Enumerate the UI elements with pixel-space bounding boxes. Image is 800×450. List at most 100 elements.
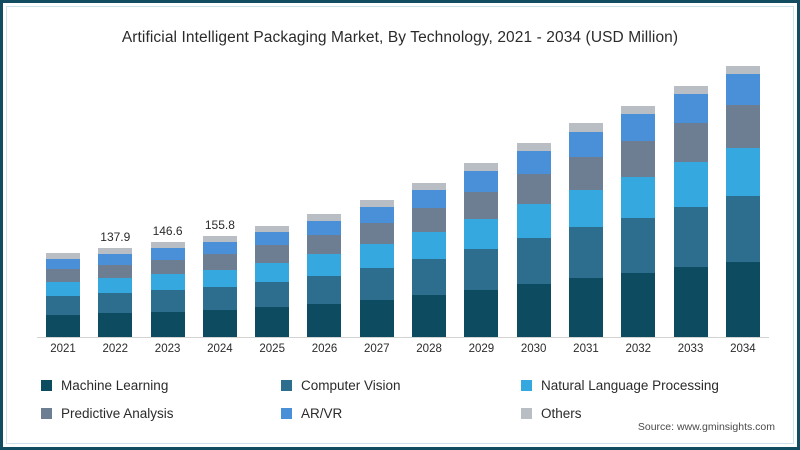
legend-item-machine-learning[interactable]: Machine Learning [41, 371, 281, 399]
bar-segment [621, 113, 656, 141]
bar-segment [516, 203, 551, 238]
stacked-bar[interactable] [255, 225, 290, 337]
stacked-bar[interactable] [673, 85, 708, 337]
bar-segment [98, 264, 133, 279]
bar-group-2028[interactable] [403, 65, 455, 337]
x-tick-2027: 2027 [363, 343, 390, 355]
bar-segment [255, 232, 290, 246]
bar-segment [202, 310, 237, 337]
bar-segment [202, 287, 237, 311]
bar-segment [673, 267, 708, 337]
bar-segment [150, 290, 185, 312]
bar-segment [568, 156, 603, 190]
legend-item-ar-vr[interactable]: AR/VR [281, 399, 521, 427]
bar-segment [464, 289, 499, 337]
legend-item-others[interactable]: Others [521, 399, 761, 427]
bar-segment [255, 225, 290, 233]
bar-segment [307, 214, 342, 221]
bar-segment [412, 182, 447, 191]
stacked-bar[interactable] [46, 253, 80, 337]
stacked-bar[interactable] [359, 199, 394, 337]
bar-segment [98, 278, 133, 294]
stacked-bar[interactable] [202, 236, 237, 337]
legend-swatch-icon [41, 407, 52, 419]
bar-segment [673, 122, 708, 163]
bar-group-2033[interactable] [665, 65, 717, 337]
bar-segment [359, 199, 394, 207]
bar-segment [516, 283, 551, 337]
source-note: Source: www.gminsights.com [637, 421, 775, 433]
bar-value-label: 146.6 [152, 224, 183, 239]
bar-segment [202, 254, 237, 270]
bar-value-label: 155.8 [204, 218, 235, 233]
legend-item-computer-vision[interactable]: Computer Vision [281, 371, 521, 399]
bar-segment [673, 162, 708, 207]
stacked-bar[interactable] [725, 66, 760, 337]
stacked-bar[interactable] [307, 214, 342, 337]
legend-item-natural-language-processing[interactable]: Natural Language Processing [521, 371, 761, 399]
bar-segment [516, 142, 551, 152]
bar-group-2032[interactable] [612, 65, 664, 337]
bar-group-2031[interactable] [560, 65, 612, 337]
bar-segment [464, 171, 499, 192]
x-tick-2030: 2030 [520, 343, 547, 355]
bar-segment [621, 177, 656, 218]
bar-segment [568, 123, 603, 132]
bar-group-2026[interactable] [298, 65, 350, 337]
bar-series-container: 137.9 146.6 155.8 [37, 65, 769, 337]
legend-label: AR/VR [301, 405, 343, 421]
stacked-bar[interactable] [621, 105, 656, 337]
x-tick-2025: 2025 [259, 343, 285, 355]
bar-group-2029[interactable] [455, 65, 507, 337]
bar-group-2034[interactable] [717, 65, 769, 337]
bar-segment [412, 258, 447, 296]
bar-segment [46, 269, 80, 282]
legend-label: Computer Vision [301, 377, 401, 393]
bar-group-2030[interactable] [508, 65, 560, 337]
bar-segment [255, 281, 290, 308]
legend-item-predictive-analysis[interactable]: Predictive Analysis [41, 399, 281, 427]
stacked-bar[interactable] [98, 247, 133, 337]
plot-area: 137.9 146.6 155.8 [37, 65, 769, 337]
bar-segment [621, 140, 656, 178]
bar-segment [673, 85, 708, 94]
bar-segment [412, 232, 447, 259]
legend-swatch-icon [521, 407, 532, 419]
stacked-bar[interactable] [516, 142, 551, 337]
legend-label: Machine Learning [61, 377, 169, 393]
bar-segment [621, 273, 656, 337]
bar-segment [725, 195, 760, 262]
bar-segment [359, 268, 394, 301]
x-axis-line [37, 337, 769, 338]
bar-segment [150, 311, 185, 337]
bar-segment [412, 208, 447, 233]
bar-segment [46, 281, 80, 297]
bar-segment [307, 254, 342, 276]
x-tick-2026: 2026 [311, 343, 338, 355]
bar-segment [464, 248, 499, 290]
bar-segment [46, 296, 80, 315]
bar-segment [307, 303, 342, 337]
bar-group-2025[interactable] [246, 65, 298, 337]
x-axis-tick-labels: 2021 2022 2023 2024 2025 2026 2027 2028 2029 2030… [37, 343, 769, 355]
stacked-bar[interactable] [150, 242, 185, 337]
bar-segment [568, 227, 603, 279]
bar-group-2027[interactable] [351, 65, 403, 337]
bar-group-2022[interactable]: 137.9 [89, 65, 141, 337]
x-tick-2028: 2028 [416, 343, 442, 355]
bar-segment [46, 253, 80, 260]
bar-group-2023[interactable]: 146.6 [142, 65, 194, 337]
bar-segment [464, 163, 499, 172]
stacked-bar[interactable] [568, 123, 603, 337]
bar-segment [725, 66, 760, 74]
stacked-bar[interactable] [412, 182, 447, 337]
bar-group-2024[interactable]: 155.8 [194, 65, 246, 337]
bar-segment [255, 262, 290, 282]
bar-segment [98, 293, 133, 314]
x-tick-2031: 2031 [573, 343, 599, 355]
bar-value-label: 137.9 [100, 229, 131, 244]
stacked-bar[interactable] [464, 163, 499, 337]
legend-label: Others [541, 405, 582, 421]
bar-segment [464, 191, 499, 219]
bar-group-2021[interactable] [37, 65, 89, 337]
